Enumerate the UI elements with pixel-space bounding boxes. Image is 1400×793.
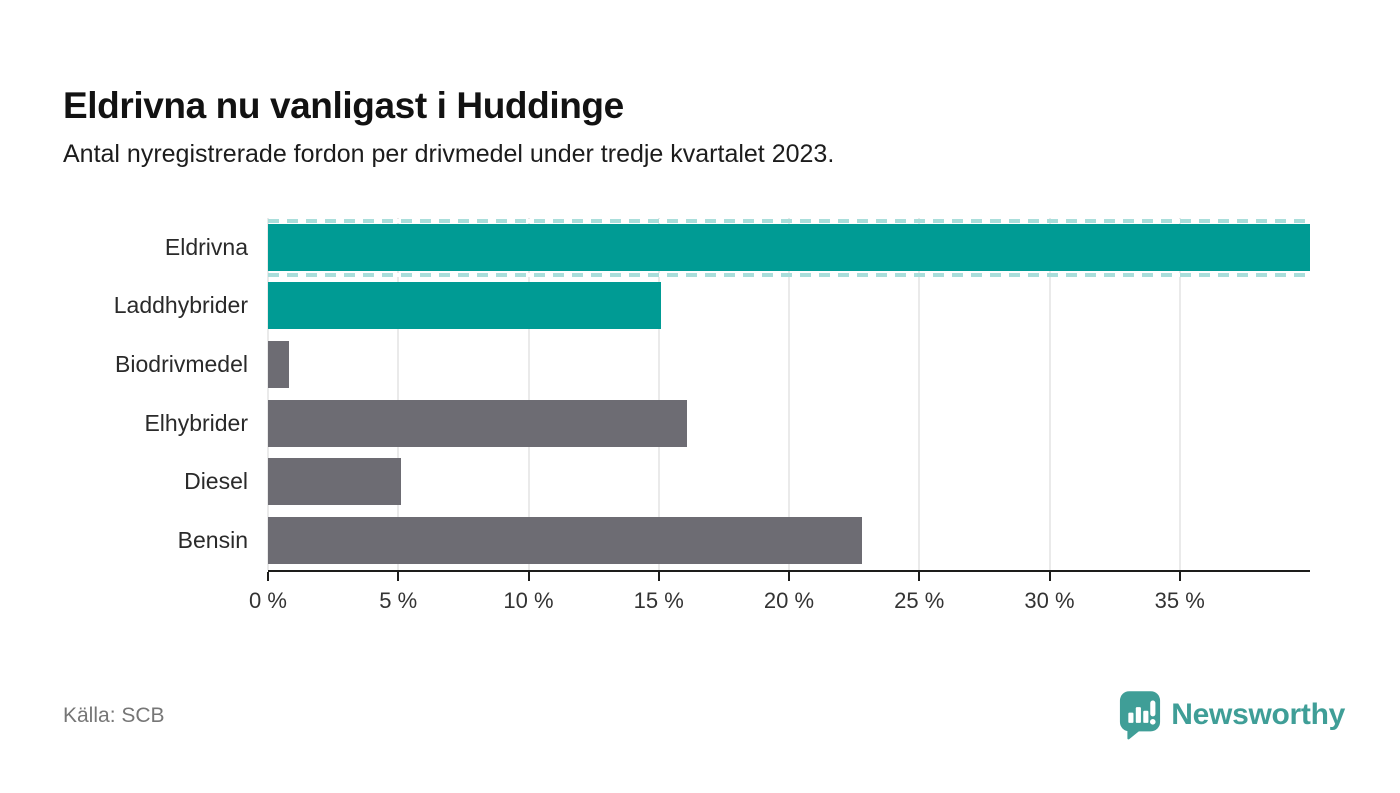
bar-diesel bbox=[268, 458, 401, 506]
category-labels: Eldrivna Laddhybrider Biodrivmedel Elhybrid… bbox=[63, 218, 248, 570]
plot-area: 0 % 5 % 10 % 15 % 20 % 25 % 30 % 35 % bbox=[249, 218, 1310, 613]
axis-tick bbox=[788, 572, 790, 581]
axis-tick-label: 0 % bbox=[249, 588, 287, 613]
bar-chart: Eldrivna Laddhybrider Biodrivmedel Elhybrid… bbox=[63, 218, 1310, 613]
category-label: Elhybrider bbox=[144, 409, 248, 436]
axis-tick-label: 35 % bbox=[1154, 588, 1205, 613]
newsworthy-logo-text: Newsworthy bbox=[1171, 698, 1345, 731]
axis-tick bbox=[1178, 572, 1181, 581]
bar-row bbox=[268, 453, 1310, 512]
axis-tick-label: 10 % bbox=[503, 588, 554, 613]
source-caption: Källa: SCB bbox=[63, 704, 165, 727]
x-axis: 0 % 5 % 10 % 15 % 20 % 25 % 30 % 35 % bbox=[249, 218, 1310, 613]
axis-tick-label: 30 % bbox=[1024, 588, 1075, 613]
gridline bbox=[1048, 218, 1051, 570]
bar-row bbox=[268, 394, 1310, 453]
bar-row bbox=[268, 218, 1310, 277]
bar-row bbox=[268, 335, 1310, 394]
page-title: Eldrivna nu vanligast i Huddinge bbox=[63, 84, 624, 126]
bar-row bbox=[268, 511, 1310, 570]
gridline bbox=[918, 218, 921, 570]
newsworthy-logo: Newsworthy bbox=[1119, 690, 1345, 740]
category-label: Biodrivmedel bbox=[115, 351, 248, 378]
newsworthy-logo-icon bbox=[1120, 691, 1161, 740]
axis-tick-label: 15 % bbox=[633, 588, 684, 613]
gridline bbox=[527, 218, 530, 570]
axis-tick bbox=[657, 572, 660, 581]
axis-tick bbox=[267, 572, 269, 581]
category-label: Laddhybrider bbox=[113, 292, 248, 319]
axis-tick bbox=[1048, 572, 1051, 581]
bar-elhybrider bbox=[268, 399, 688, 447]
gridline bbox=[657, 218, 660, 570]
bar-bensin bbox=[268, 517, 862, 565]
axis-tick-label: 5 % bbox=[379, 588, 418, 613]
axis-tick bbox=[397, 572, 400, 581]
gridline bbox=[1178, 218, 1181, 570]
gridline bbox=[397, 218, 400, 570]
chart-subtitle: Antal nyregistrerade fordon per drivmede… bbox=[63, 140, 835, 168]
bar-rows bbox=[268, 218, 1310, 570]
axis-tick bbox=[918, 572, 921, 581]
bar-biodrivmedel bbox=[268, 341, 289, 389]
axis-tick-label: 25 % bbox=[894, 588, 945, 613]
axis-tick bbox=[527, 572, 530, 581]
category-label: Bensin bbox=[177, 527, 248, 554]
bar-laddhybrider bbox=[268, 282, 662, 330]
gridline bbox=[788, 218, 790, 570]
bar-eldrivna bbox=[268, 218, 1310, 277]
category-label: Diesel bbox=[184, 468, 248, 495]
bar-row bbox=[268, 277, 1310, 336]
gridline bbox=[267, 218, 269, 570]
axis-tick-label: 20 % bbox=[763, 588, 815, 613]
category-label: Eldrivna bbox=[164, 233, 248, 260]
